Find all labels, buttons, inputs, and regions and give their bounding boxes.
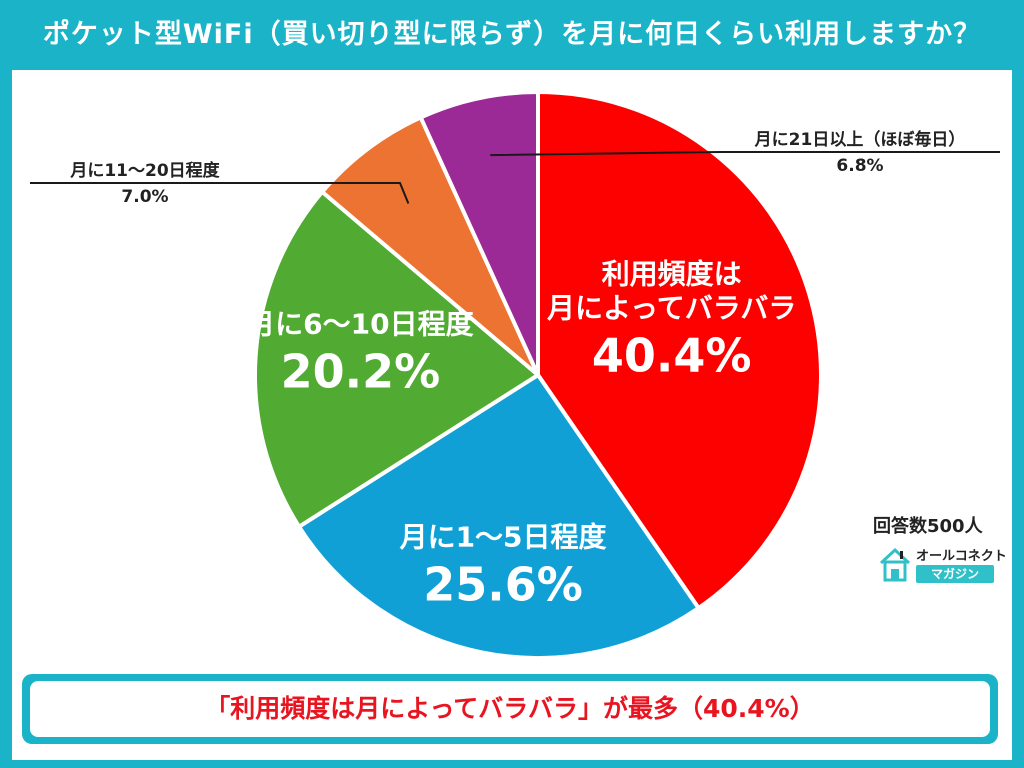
pie-slice-11-20-days (320, 115, 540, 377)
slice-value: 40.4% (592, 328, 752, 382)
brand-logo: オールコネクト マガジン (878, 545, 1007, 585)
summary-text: 「利用頻度は月によってバラバラ」が最多（40.4%） (30, 681, 990, 737)
slice-label: 月に1〜5日程度 (399, 520, 607, 553)
callout-11-20-days: 月に11〜20日程度 7.0% (30, 158, 260, 210)
pie-slice-21-days-plus (418, 90, 540, 377)
pie-slice-1-5-days (297, 373, 701, 660)
leader-line-21-days-plus (490, 151, 1000, 157)
leader-line-11-20-days (30, 182, 410, 204)
slice-value: 25.6% (423, 557, 583, 611)
summary-banner: 「利用頻度は月によってバラバラ」が最多（40.4%） (22, 674, 998, 744)
slice-label: 月に6〜10日程度 (246, 307, 473, 340)
slice-label: 利用頻度は (602, 257, 742, 290)
logo-text-top: オールコネクト (916, 549, 1007, 564)
callout-21-days-plus: 月に21日以上（ほぼ毎日） 6.8% (720, 127, 1000, 179)
callout-label: 月に11〜20日程度 (70, 161, 220, 181)
callout-label: 月に21日以上（ほぼ毎日） (754, 130, 966, 150)
slice-value: 20.2% (281, 344, 441, 398)
logo-text-bottom: マガジン (916, 565, 994, 583)
respondent-count: 回答数500人 (873, 516, 983, 537)
pie-slice-6-10-days (253, 189, 540, 529)
pie-slice-varies-by-month (536, 90, 823, 611)
callout-value: 6.8% (836, 156, 884, 176)
callout-value: 7.0% (121, 187, 169, 207)
house-icon (879, 547, 911, 582)
slice-label: 月によってバラバラ (546, 291, 796, 324)
chart-title: ポケット型WiFi（買い切り型に限らず）を月に何日くらい利用しますか？ (42, 19, 982, 50)
